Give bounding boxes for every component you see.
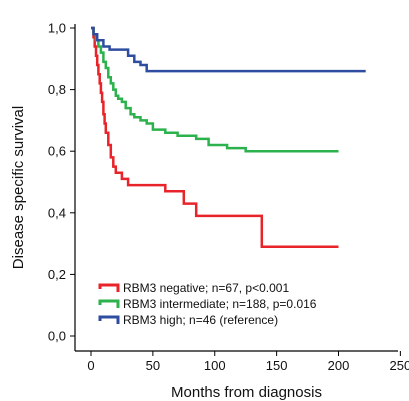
x-tick-label: 50 xyxy=(146,358,160,373)
y-tick-label: 0,2 xyxy=(48,267,66,282)
y-tick-label: 0,4 xyxy=(48,205,66,220)
x-tick-label: 150 xyxy=(266,358,288,373)
legend-label: RBM3 negative; n=67, p<0.001 xyxy=(123,281,289,295)
legend-swatch xyxy=(98,283,120,292)
legend-label: RBM3 intermediate; n=188, p=0.016 xyxy=(123,297,317,311)
x-tick-label: 200 xyxy=(328,358,350,373)
x-ticks: 0 50 100 150 200 250 xyxy=(87,351,409,373)
x-tick-label: 100 xyxy=(204,358,226,373)
legend-label: RBM3 high; n=46 (reference) xyxy=(123,313,278,327)
series-line-high xyxy=(91,26,366,73)
legend-swatch xyxy=(98,315,120,324)
y-ticks: 0,0 0,2 0,4 0,6 0,8 1,0 xyxy=(48,21,75,344)
series-line-intermediate xyxy=(91,26,339,153)
series-group xyxy=(91,26,366,248)
legend-item-high: RBM3 high; n=46 (reference) xyxy=(98,313,278,327)
series-line-negative xyxy=(91,26,339,248)
x-axis-title: Months from diagnosis xyxy=(171,384,322,401)
legend-item-negative: RBM3 negative; n=67, p<0.001 xyxy=(98,281,289,295)
y-axis-title: Disease specific survival xyxy=(10,106,27,269)
legend: RBM3 negative; n=67, p<0.001 RBM3 interme… xyxy=(98,281,317,327)
x-tick-label: 250 xyxy=(390,358,409,373)
y-tick-label: 0,0 xyxy=(48,329,66,344)
legend-swatch xyxy=(98,299,120,308)
legend-item-intermediate: RBM3 intermediate; n=188, p=0.016 xyxy=(98,297,317,311)
y-tick-label: 1,0 xyxy=(48,21,66,36)
x-tick-label: 0 xyxy=(87,358,94,373)
y-tick-label: 0,6 xyxy=(48,144,66,159)
y-tick-label: 0,8 xyxy=(48,82,66,97)
